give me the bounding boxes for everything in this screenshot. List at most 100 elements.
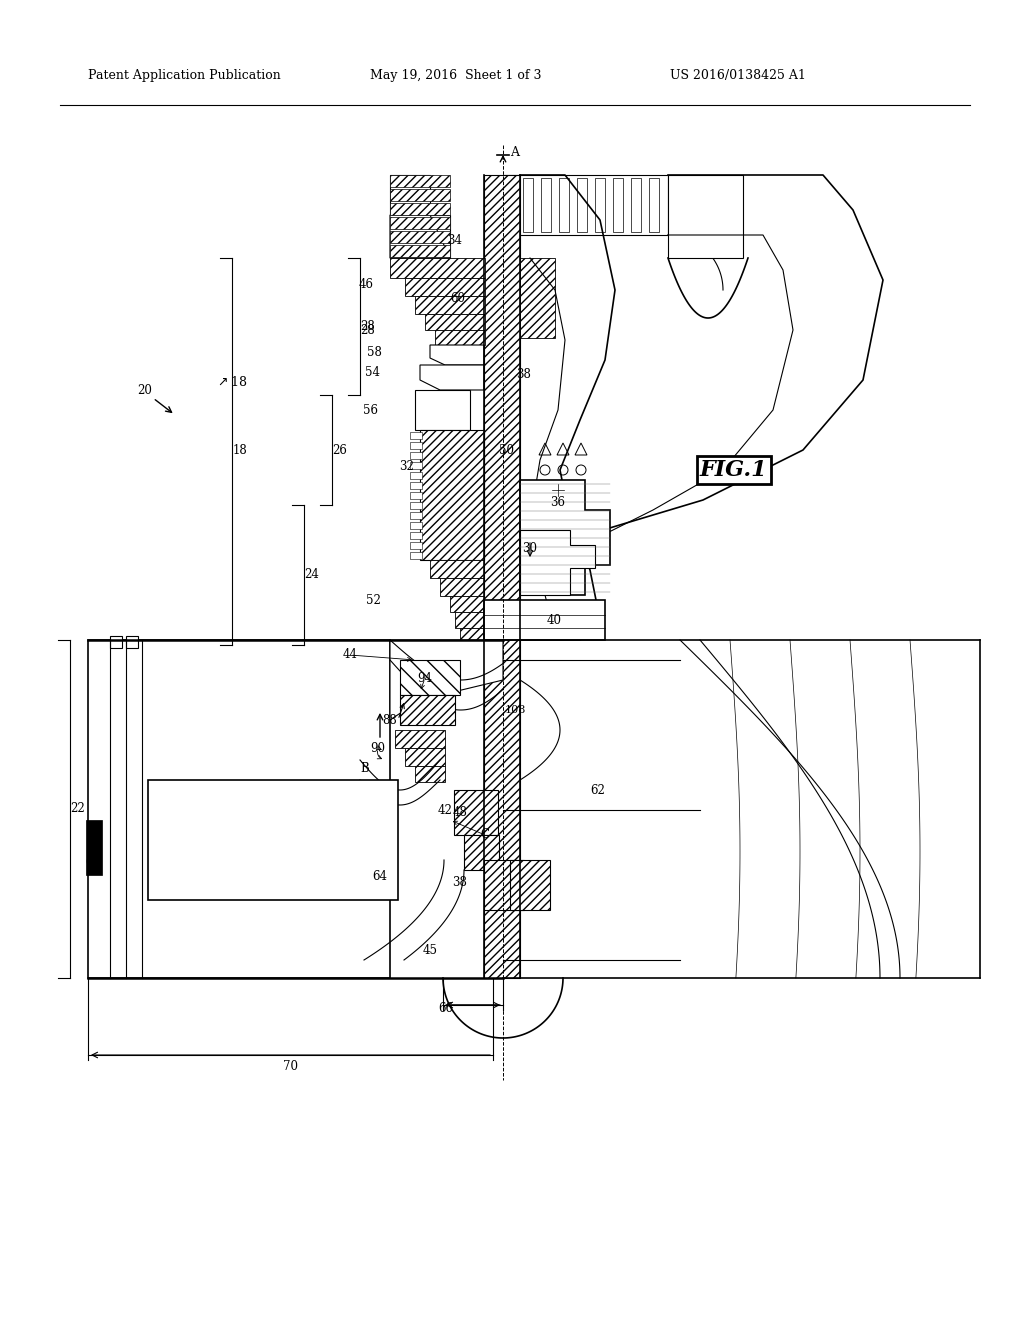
Polygon shape bbox=[390, 231, 450, 243]
Polygon shape bbox=[390, 246, 450, 257]
Bar bbox=[523, 178, 534, 232]
Bar bbox=[631, 178, 641, 232]
Polygon shape bbox=[668, 176, 743, 257]
Text: 58: 58 bbox=[367, 346, 381, 359]
Text: 28: 28 bbox=[360, 323, 376, 337]
Polygon shape bbox=[520, 531, 595, 595]
Bar bbox=[460, 628, 484, 642]
Polygon shape bbox=[390, 640, 503, 719]
Text: Patent Application Publication: Patent Application Publication bbox=[88, 69, 281, 82]
Bar bbox=[484, 861, 524, 909]
Text: 38: 38 bbox=[516, 368, 531, 381]
Bar bbox=[484, 176, 520, 978]
Text: 26: 26 bbox=[333, 444, 347, 457]
Polygon shape bbox=[410, 482, 422, 488]
Text: 28: 28 bbox=[360, 319, 376, 333]
Text: 40: 40 bbox=[547, 614, 561, 627]
Polygon shape bbox=[410, 451, 422, 459]
Text: 20: 20 bbox=[137, 384, 153, 396]
Text: 70: 70 bbox=[283, 1060, 298, 1073]
Bar bbox=[425, 314, 485, 330]
Polygon shape bbox=[410, 521, 422, 529]
Bar bbox=[613, 178, 623, 232]
Bar bbox=[406, 748, 445, 766]
Polygon shape bbox=[390, 176, 450, 187]
Bar bbox=[88, 640, 390, 978]
Bar bbox=[464, 836, 499, 870]
Bar bbox=[126, 636, 138, 648]
Bar bbox=[454, 789, 498, 836]
Circle shape bbox=[558, 465, 568, 475]
Text: 62: 62 bbox=[591, 784, 605, 796]
Text: 66: 66 bbox=[438, 1002, 454, 1015]
Bar bbox=[595, 178, 605, 232]
Bar bbox=[390, 257, 485, 279]
Polygon shape bbox=[390, 215, 450, 257]
Polygon shape bbox=[430, 345, 484, 366]
Text: 64: 64 bbox=[373, 870, 387, 883]
Polygon shape bbox=[390, 176, 450, 257]
Text: 46: 46 bbox=[358, 279, 374, 292]
Bar bbox=[400, 696, 455, 725]
Bar bbox=[559, 178, 569, 232]
Bar bbox=[415, 296, 485, 314]
Text: 50: 50 bbox=[500, 444, 514, 457]
Text: 52: 52 bbox=[366, 594, 381, 606]
Text: 18: 18 bbox=[232, 445, 248, 458]
Bar bbox=[415, 766, 445, 781]
Text: 24: 24 bbox=[304, 569, 319, 582]
Text: $\nearrow$18: $\nearrow$18 bbox=[215, 375, 248, 389]
Bar bbox=[400, 660, 460, 696]
Polygon shape bbox=[390, 203, 450, 215]
Bar bbox=[541, 178, 551, 232]
Text: 48: 48 bbox=[453, 805, 467, 818]
Text: 56: 56 bbox=[364, 404, 379, 417]
Text: 54: 54 bbox=[366, 366, 381, 379]
Bar bbox=[435, 330, 485, 345]
Circle shape bbox=[552, 484, 564, 496]
Polygon shape bbox=[520, 480, 610, 595]
Polygon shape bbox=[410, 473, 422, 479]
Circle shape bbox=[540, 465, 550, 475]
Text: FIG.1: FIG.1 bbox=[700, 459, 768, 480]
Text: 42: 42 bbox=[437, 804, 453, 817]
Bar bbox=[395, 730, 445, 748]
Polygon shape bbox=[415, 389, 470, 430]
Circle shape bbox=[575, 465, 586, 475]
Bar bbox=[520, 257, 555, 338]
Polygon shape bbox=[410, 512, 422, 519]
Polygon shape bbox=[410, 543, 422, 549]
Bar bbox=[510, 861, 550, 909]
Bar bbox=[148, 780, 398, 900]
Text: 30: 30 bbox=[522, 541, 538, 554]
Bar bbox=[649, 178, 659, 232]
Bar bbox=[503, 176, 668, 235]
Text: 44: 44 bbox=[342, 648, 357, 661]
Bar bbox=[430, 560, 484, 578]
Text: US 2016/0138425 A1: US 2016/0138425 A1 bbox=[670, 69, 806, 82]
Bar bbox=[110, 636, 122, 648]
Bar bbox=[440, 578, 484, 597]
Polygon shape bbox=[420, 366, 484, 389]
Text: 32: 32 bbox=[399, 461, 415, 474]
Text: B: B bbox=[360, 762, 370, 775]
Text: 45: 45 bbox=[423, 944, 437, 957]
Text: C: C bbox=[480, 829, 489, 842]
Text: 108: 108 bbox=[505, 705, 526, 715]
Text: May 19, 2016  Sheet 1 of 3: May 19, 2016 Sheet 1 of 3 bbox=[370, 69, 542, 82]
Polygon shape bbox=[557, 444, 569, 455]
Polygon shape bbox=[575, 444, 587, 455]
Text: 90: 90 bbox=[371, 742, 385, 755]
Text: 38: 38 bbox=[453, 875, 467, 888]
Text: 36: 36 bbox=[551, 495, 565, 508]
Bar bbox=[86, 820, 102, 875]
Polygon shape bbox=[390, 216, 450, 228]
Polygon shape bbox=[484, 601, 605, 640]
Polygon shape bbox=[539, 444, 551, 455]
Polygon shape bbox=[410, 432, 422, 440]
Polygon shape bbox=[390, 189, 450, 201]
Bar bbox=[450, 597, 484, 612]
Bar bbox=[406, 279, 485, 296]
Polygon shape bbox=[410, 532, 422, 539]
Text: 68: 68 bbox=[86, 855, 100, 869]
